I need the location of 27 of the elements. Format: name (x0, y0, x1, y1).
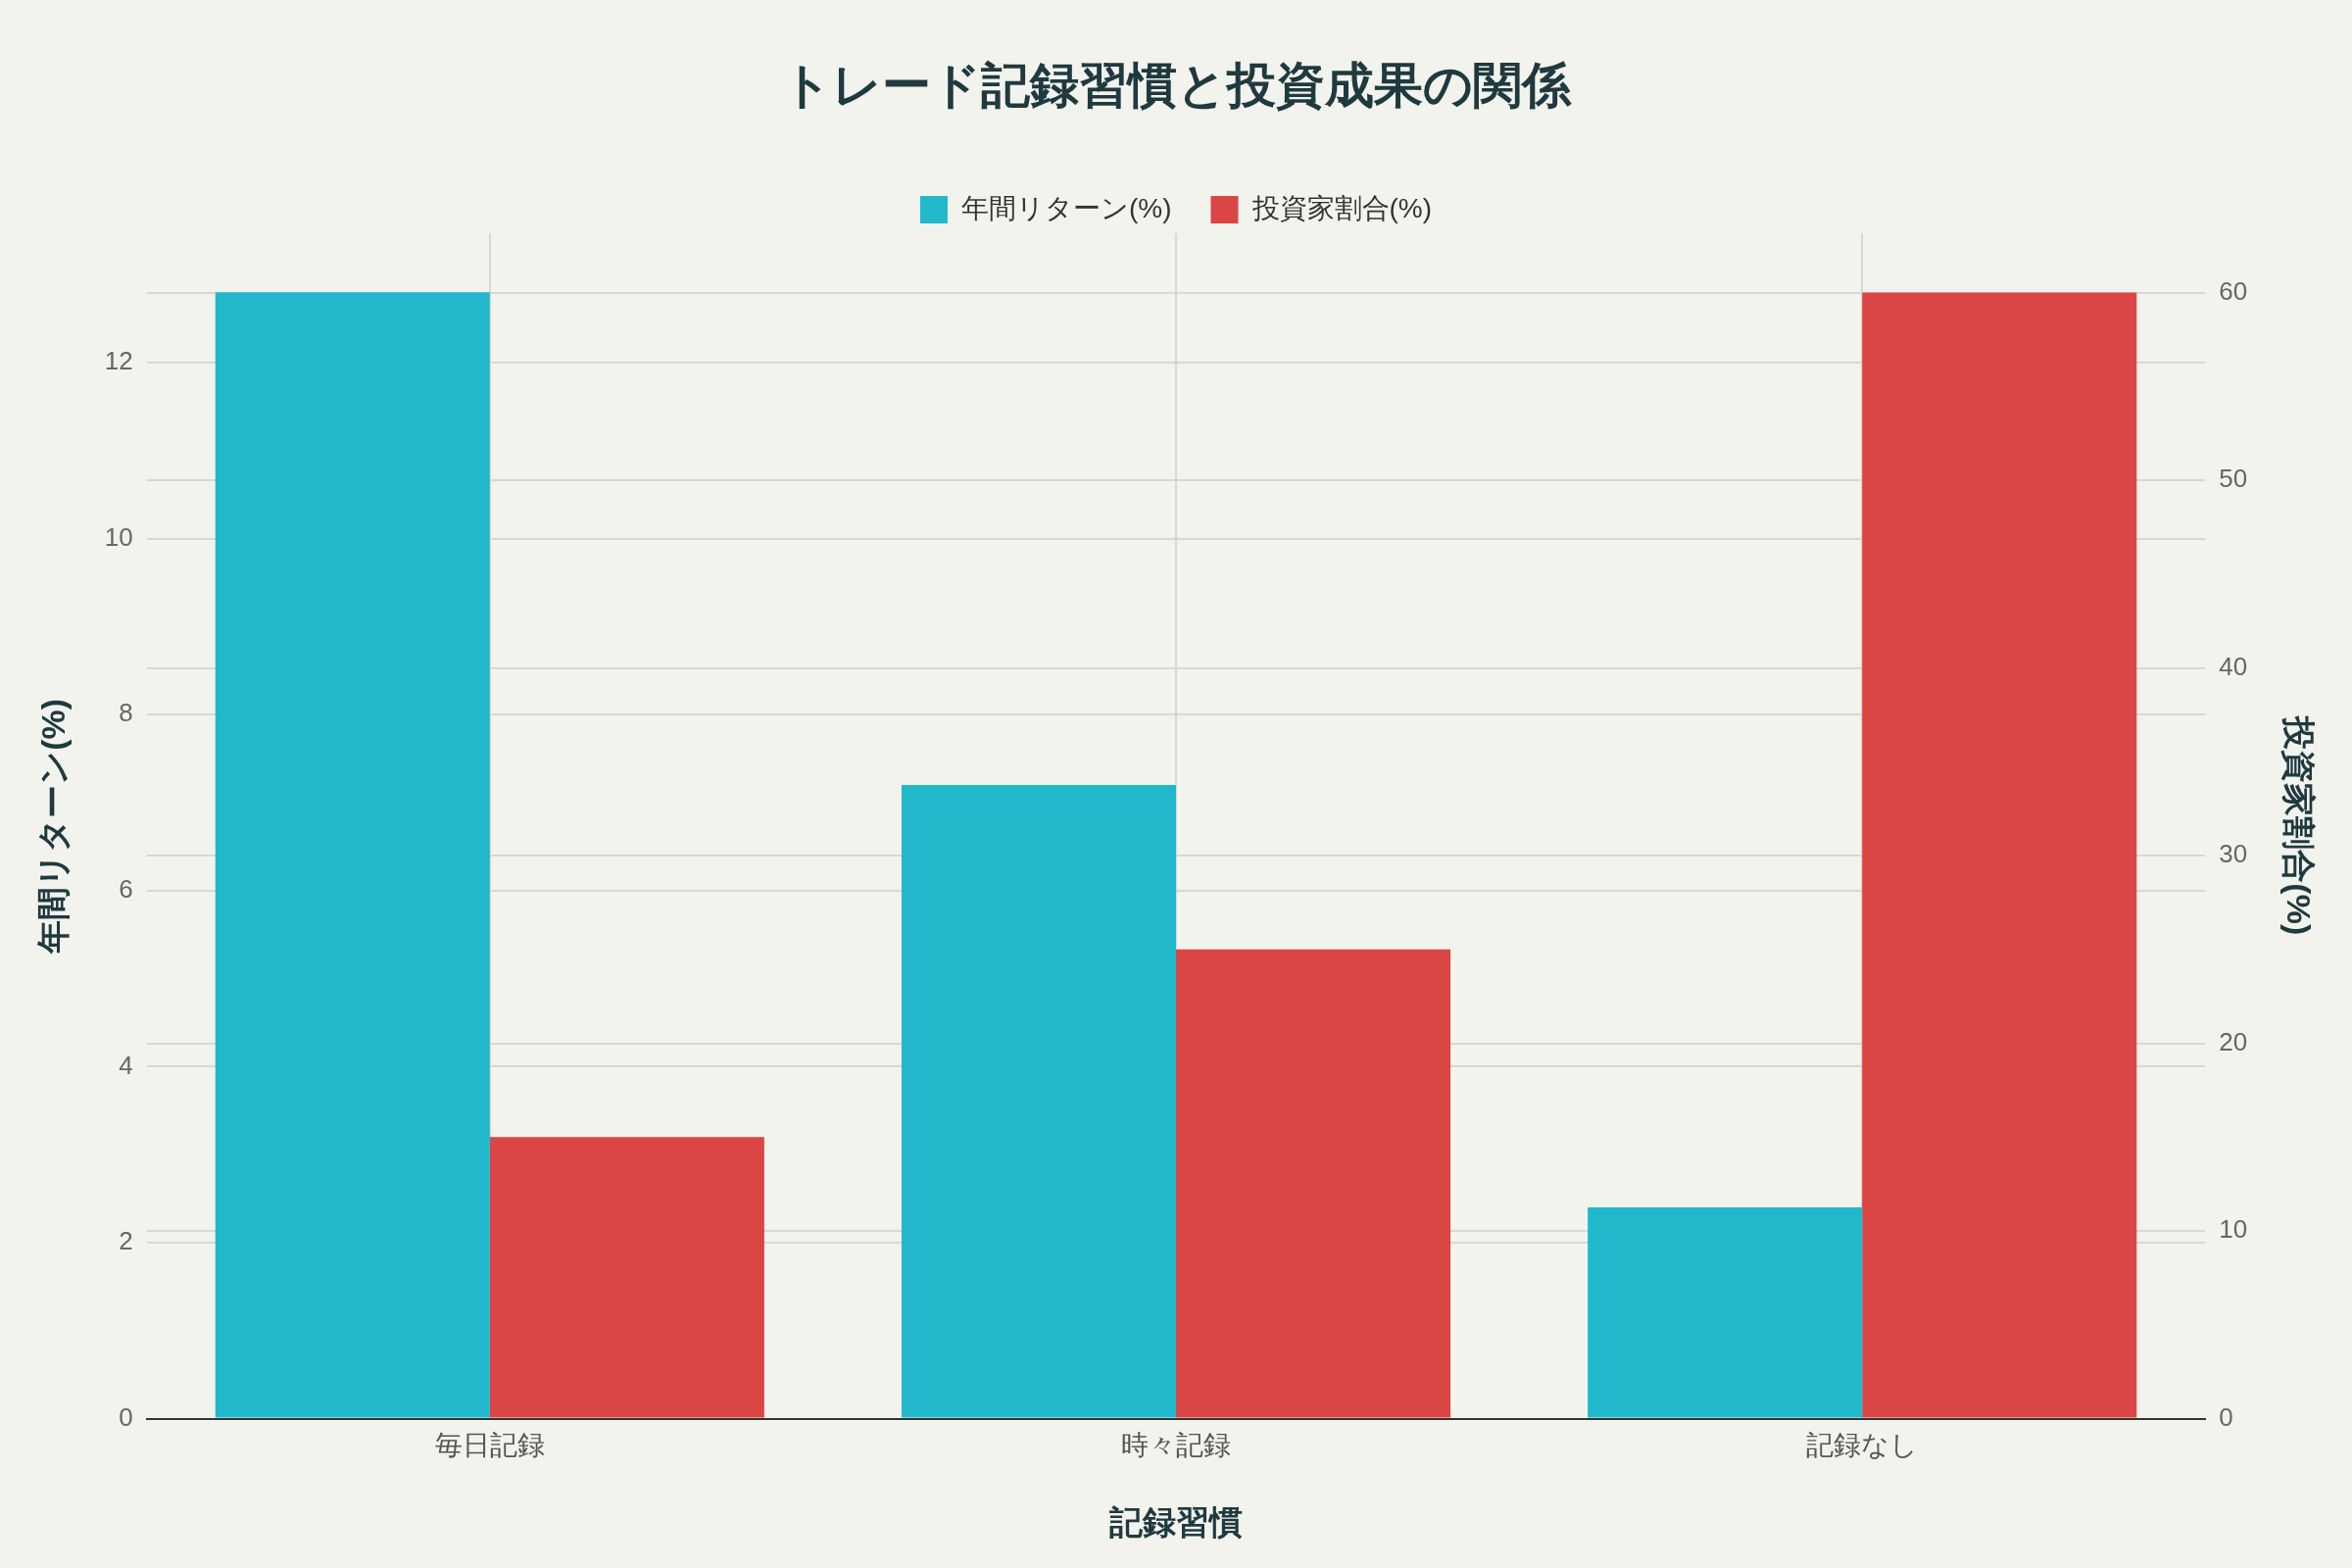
y-tick-label: 2 (119, 1226, 133, 1256)
y2-tick-label: 60 (2219, 275, 2248, 306)
legend-label: 年間リターン(%) (960, 192, 1172, 223)
y-tick-label: 8 (119, 698, 133, 728)
x-tick-label: 時々記録 (1121, 1430, 1231, 1461)
y2-tick-label: 50 (2219, 464, 2248, 494)
y2-tick-label: 10 (2219, 1214, 2248, 1245)
y-tick-label: 12 (104, 346, 133, 376)
y-tick-label: 4 (119, 1050, 133, 1080)
x-tick-label: 毎日記録 (434, 1430, 545, 1461)
y2-tick-label: 30 (2219, 839, 2248, 869)
y-tick-label: 6 (119, 873, 133, 904)
y-axis-title: 年間リターン(%) (33, 698, 72, 955)
y2-tick-label: 0 (2219, 1401, 2233, 1432)
bar (1862, 292, 2137, 1418)
y2-axis-title: 投資家割合(%) (2280, 714, 2319, 936)
bar (1588, 1207, 1863, 1418)
y-tick-label: 0 (119, 1401, 133, 1432)
x-tick-label: 記録なし (1806, 1430, 1919, 1461)
y2-tick-label: 40 (2219, 651, 2248, 681)
x-axis-title: 記録習慣 (1108, 1502, 1243, 1541)
y-tick-label: 10 (104, 521, 133, 552)
legend-label: 投資家割合(%) (1250, 192, 1433, 223)
bar (489, 1137, 764, 1418)
y2-tick-label: 20 (2219, 1026, 2248, 1056)
chart-title: トレード記録習慣と投資成果の関係 (781, 57, 1572, 113)
bar (215, 292, 490, 1418)
